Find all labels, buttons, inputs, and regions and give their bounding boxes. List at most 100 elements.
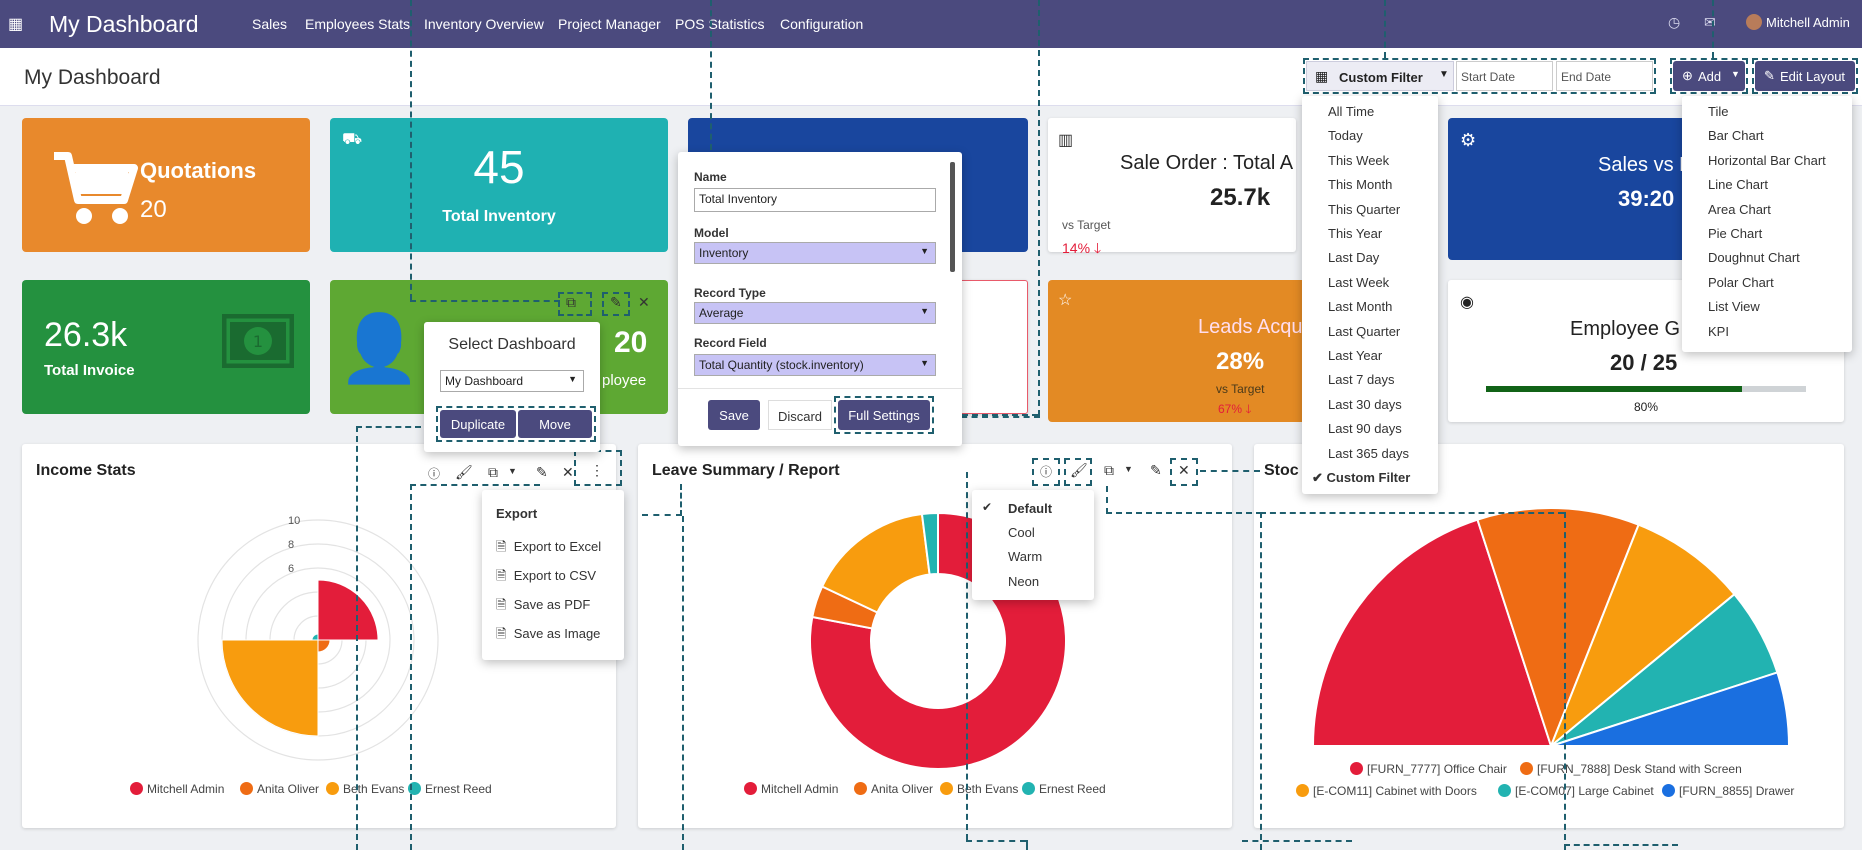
filter-option-custom-filter[interactable]: ✔ Custom Filter <box>1312 470 1411 485</box>
close-icon[interactable]: ✕ <box>1178 462 1190 478</box>
legend-item[interactable]: Anita Oliver <box>854 782 933 796</box>
filter-option-last-90-days[interactable]: Last 90 days <box>1328 421 1402 437</box>
filter-option-last-year[interactable]: Last Year <box>1328 348 1383 363</box>
save-image-item[interactable]: 🗎 Save as Image <box>496 626 601 641</box>
copy-icon[interactable]: ⧉ <box>488 464 498 480</box>
filter-option-last-day[interactable]: Last Day <box>1328 250 1380 266</box>
clock-icon[interactable]: ◷ <box>1668 14 1681 30</box>
pencil-icon[interactable]: ✎ <box>536 464 548 480</box>
close-icon[interactable]: ✕ <box>638 294 650 310</box>
tile-total-inventory[interactable]: ⛟ 45 Total Inventory <box>330 118 668 252</box>
copy-icon[interactable]: ⧉ <box>566 294 576 310</box>
add-button[interactable]: ⊕ Add ▼ <box>1673 61 1745 91</box>
avatar[interactable] <box>1746 14 1762 30</box>
apps-menu-icon[interactable]: ▦ <box>8 16 24 33</box>
theme-cool[interactable]: Cool <box>1008 525 1035 540</box>
legend-item[interactable]: [FURN_7888] Desk Stand with Screen <box>1520 762 1742 776</box>
end-date-input[interactable]: End Date <box>1556 61 1653 91</box>
add-option-bar-chart[interactable]: Bar Chart <box>1708 128 1764 144</box>
add-option-doughnut-chart[interactable]: Doughnut Chart <box>1708 250 1800 266</box>
full-settings-button[interactable]: Full Settings <box>838 400 930 430</box>
add-option-kpi[interactable]: KPI <box>1708 323 1729 339</box>
tile-total-invoice[interactable]: 26.3k Total Invoice 1 <box>22 280 310 414</box>
custom-filter-button[interactable]: ▦ Custom Filter ▼ <box>1306 61 1454 91</box>
nav-project-manager[interactable]: Project Manager <box>558 16 661 32</box>
record-field-select[interactable]: Total Quantity (stock.inventory) ▼ <box>694 354 936 376</box>
close-icon[interactable]: ✕ <box>562 464 574 480</box>
save-button[interactable]: Save <box>708 400 760 430</box>
add-option-pie-chart[interactable]: Pie Chart <box>1708 226 1763 241</box>
filter-option-last-month[interactable]: Last Month <box>1328 299 1393 315</box>
info-icon[interactable]: ⓘ <box>1040 465 1053 479</box>
legend-item[interactable]: Mitchell Admin <box>744 782 838 796</box>
kpi-sale-order[interactable]: ▥ Sale Order : Total A 25.7k vs Target 1… <box>1048 118 1296 256</box>
filter-option-all-time[interactable]: All Time <box>1328 104 1375 119</box>
legend-item[interactable]: Beth Evans <box>940 782 1018 796</box>
chat-icon[interactable]: ✉ <box>1704 14 1716 30</box>
theme-neon[interactable]: Neon <box>1008 574 1040 589</box>
discard-button[interactable]: Discard <box>768 400 832 430</box>
nav-employees-stats[interactable]: Employees Stats <box>305 16 411 32</box>
move-button[interactable]: Move <box>518 410 592 438</box>
start-date-input[interactable]: Start Date <box>1456 61 1553 91</box>
nav-configuration[interactable]: Configuration <box>780 16 864 32</box>
legend-item[interactable]: Mitchell Admin <box>130 782 224 796</box>
pie-slice[interactable] <box>1476 507 1640 749</box>
copy-icon[interactable]: ⧉ <box>1104 462 1114 478</box>
app-title[interactable]: My Dashboard <box>49 11 199 37</box>
legend-item[interactable]: [FURN_7777] Office Chair <box>1350 762 1507 776</box>
legend-item[interactable]: Beth Evans <box>326 782 404 796</box>
pie-slice[interactable] <box>1550 523 1736 747</box>
save-pdf-item[interactable]: 🗎 Save as PDF <box>496 597 591 612</box>
filter-option-this-quarter[interactable]: This Quarter <box>1328 201 1401 217</box>
name-input[interactable]: Total Inventory <box>694 188 936 212</box>
add-option-tile[interactable]: Tile <box>1708 104 1729 119</box>
export-excel-item[interactable]: 🗎 Export to Excel <box>496 539 602 554</box>
add-option-polar-chart[interactable]: Polar Chart <box>1708 274 1774 290</box>
add-option-horizontal-bar-chart[interactable]: Horizontal Bar Chart <box>1708 152 1826 168</box>
export-csv-item[interactable]: 🗎 Export to CSV <box>496 568 597 583</box>
record-type-select[interactable]: Average ▼ <box>694 302 936 324</box>
scrollbar[interactable] <box>950 162 955 272</box>
filter-option-last-week[interactable]: Last Week <box>1328 274 1390 290</box>
legend-item[interactable]: [FURN_8855] Drawer <box>1662 784 1794 798</box>
filter-option-last-365-days[interactable]: Last 365 days <box>1328 445 1409 461</box>
filter-option-this-week[interactable]: This Week <box>1328 152 1390 168</box>
legend-item[interactable]: Anita Oliver <box>240 782 319 796</box>
legend-item[interactable]: [E-COM07] Large Cabinet <box>1498 784 1654 798</box>
pie-slice[interactable] <box>1311 518 1553 747</box>
theme-warm[interactable]: Warm <box>1008 549 1043 564</box>
nav-inventory-overview[interactable]: Inventory Overview <box>424 16 544 32</box>
pie-slice[interactable] <box>1550 671 1791 747</box>
filter-option-today[interactable]: Today <box>1328 128 1363 144</box>
edit-layout-button[interactable]: ✎ Edit Layout <box>1755 61 1855 91</box>
nav-sales[interactable]: Sales <box>252 16 288 32</box>
theme-default[interactable]: Default <box>1008 501 1053 516</box>
polar-segment[interactable] <box>221 639 319 737</box>
polar-segment[interactable] <box>317 639 331 653</box>
donut-slice[interactable] <box>920 511 939 576</box>
add-option-line-chart[interactable]: Line Chart <box>1708 177 1768 193</box>
caret-down-icon[interactable]: ▼ <box>1124 464 1133 474</box>
pencil-icon[interactable]: ✎ <box>1150 462 1162 478</box>
filter-option-last-quarter[interactable]: Last Quarter <box>1328 323 1401 339</box>
filter-option-this-year[interactable]: This Year <box>1328 226 1383 241</box>
legend-item[interactable]: Ernest Reed <box>1022 782 1106 796</box>
tile-quotations[interactable]: Quotations 20 <box>22 118 310 252</box>
legend-item[interactable]: [E-COM11] Cabinet with Doors <box>1296 784 1477 798</box>
duplicate-button[interactable]: Duplicate <box>440 410 516 438</box>
filter-option-last-30-days[interactable]: Last 30 days <box>1328 396 1402 412</box>
brush-icon[interactable]: 🖌 <box>455 464 473 480</box>
brush-icon[interactable]: 🖌 <box>1070 462 1088 478</box>
add-option-area-chart[interactable]: Area Chart <box>1708 201 1771 217</box>
polar-segment[interactable] <box>317 579 379 641</box>
legend-item[interactable]: Ernest Reed <box>408 782 492 796</box>
caret-down-icon[interactable]: ▼ <box>508 466 517 476</box>
nav-pos-statistics[interactable]: POS Statistics <box>675 16 765 32</box>
add-option-list-view[interactable]: List View <box>1708 299 1760 315</box>
filter-option-last-7-days[interactable]: Last 7 days <box>1328 372 1395 388</box>
filter-option-this-month[interactable]: This Month <box>1328 177 1393 193</box>
kebab-icon[interactable]: ⋮ <box>590 462 604 478</box>
user-menu[interactable]: Mitchell Admin <box>1766 15 1850 30</box>
model-select[interactable]: Inventory ▼ <box>694 242 936 264</box>
